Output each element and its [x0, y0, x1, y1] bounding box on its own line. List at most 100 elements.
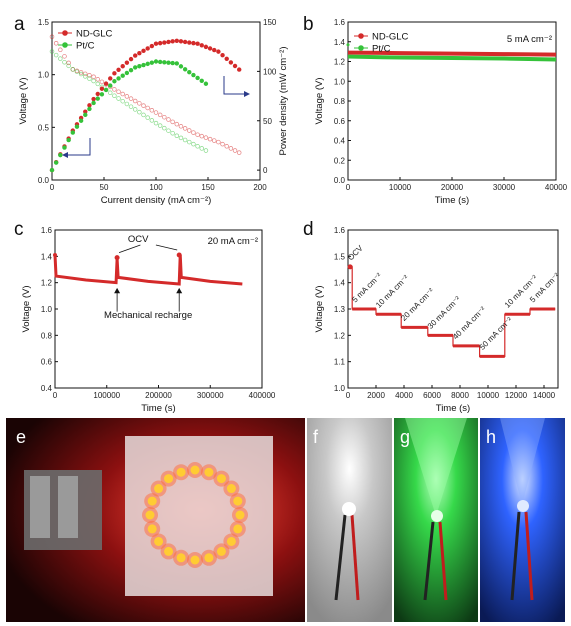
- panel-label-c: c: [14, 219, 24, 240]
- data-point: [120, 98, 125, 104]
- y-tick-label: 1.1: [334, 358, 346, 367]
- x-tick-label: 0: [346, 391, 351, 400]
- data-point: [108, 83, 113, 88]
- data-point: [182, 39, 188, 45]
- data-point: [224, 144, 229, 149]
- led: [226, 484, 236, 494]
- led: [216, 546, 226, 556]
- x-tick-label: 30000: [493, 183, 516, 192]
- data-point: [66, 137, 71, 143]
- data-point: [95, 81, 101, 87]
- chart-c: 0 100000 200000 300000 400000 0.4 0.6 0.8 1.0 1.2…: [21, 226, 276, 414]
- y-axis-label: Voltage (V): [314, 286, 325, 333]
- data-point: [153, 59, 159, 64]
- data-point: [182, 126, 188, 131]
- data-point: [70, 130, 76, 135]
- x-tick-label: 300000: [197, 391, 224, 400]
- x-tick-label: 200000: [145, 391, 172, 400]
- data-point: [66, 63, 71, 69]
- data-point: [95, 77, 101, 82]
- legend-marker: [62, 30, 68, 36]
- data-point: [99, 86, 105, 91]
- data-point: [107, 90, 113, 96]
- data-point: [53, 52, 59, 58]
- legend-marker: [358, 33, 364, 39]
- data-point: [170, 119, 175, 125]
- x-tick-label: 50: [100, 183, 109, 192]
- led: [164, 474, 174, 484]
- data-point: [120, 73, 125, 78]
- step-label: 20 mA cm⁻²: [399, 286, 436, 323]
- y-tick-label: 1.0: [38, 71, 50, 80]
- right-axis-arrowhead: [244, 91, 250, 97]
- data-point: [145, 46, 150, 51]
- data-point: [112, 79, 117, 84]
- led: [204, 553, 214, 563]
- led: [154, 484, 164, 494]
- recharge-arrowhead: [176, 287, 183, 294]
- y-axis-label: Voltage (V): [314, 78, 325, 125]
- data-point: [232, 63, 238, 69]
- x-tick-label: 0: [53, 391, 58, 400]
- data-point: [132, 98, 138, 104]
- panel-label-b: b: [303, 14, 314, 35]
- data-point: [78, 71, 84, 77]
- y-tick-label: 0.4: [41, 384, 53, 393]
- data-point: [199, 133, 205, 139]
- y-axis-label: Voltage (V): [18, 78, 29, 125]
- y-tick-label: 1.5: [334, 252, 346, 261]
- data-point: [99, 79, 105, 85]
- data-point: [228, 146, 234, 151]
- data-point: [62, 54, 67, 59]
- plot-frame: [54, 229, 263, 389]
- x-axis-label: Current density (mA cm⁻²): [101, 195, 212, 206]
- x-tick-label: 0: [50, 183, 55, 192]
- data-point: [191, 72, 196, 78]
- data-point: [211, 138, 217, 143]
- data-point: [212, 47, 217, 53]
- panel-label-h: h: [486, 427, 496, 447]
- step-label: 30 mA cm⁻²: [426, 294, 463, 331]
- recharge-arrowhead: [114, 287, 121, 294]
- data-point: [145, 115, 150, 120]
- panel-label-g: g: [400, 427, 410, 447]
- x-tick-label: 100: [149, 183, 163, 192]
- data-point: [137, 109, 142, 115]
- data-point: [83, 74, 88, 79]
- data-point: [62, 145, 67, 150]
- data-point: [182, 67, 188, 72]
- data-point: [220, 53, 225, 58]
- led: [147, 496, 157, 506]
- data-point: [178, 39, 184, 44]
- x-tick-label: 20000: [441, 183, 464, 192]
- data-point: [174, 121, 180, 127]
- x-tick-label: 8000: [451, 391, 469, 400]
- data-point: [153, 41, 159, 46]
- data-point: [53, 253, 57, 258]
- data-point: [95, 91, 100, 97]
- y-axis-label: Voltage (V): [21, 286, 32, 333]
- y2-tick-label: 0: [263, 166, 268, 175]
- data-point: [162, 60, 167, 65]
- data-point: [103, 87, 109, 93]
- data-point: [91, 78, 96, 84]
- data-point: [99, 92, 105, 97]
- data-point: [103, 81, 109, 86]
- blue-led-photo: h: [480, 418, 565, 622]
- legend-label: Pt/C: [76, 41, 95, 52]
- x-tick-label: 0: [346, 183, 351, 192]
- step-label: 40 mA cm⁻²: [451, 305, 488, 342]
- x-axis-label: Time (s): [435, 195, 469, 206]
- x-axis-label: Time (s): [436, 403, 470, 414]
- led: [147, 524, 157, 534]
- data-point: [124, 70, 130, 76]
- data-point: [178, 124, 184, 129]
- data-point: [87, 73, 92, 78]
- data-point: [141, 48, 146, 54]
- data-point: [157, 59, 163, 65]
- data-point: [162, 40, 167, 45]
- data-point: [128, 67, 134, 73]
- x-tick-label: 12000: [505, 391, 528, 400]
- right-axis-arrow: [223, 76, 246, 95]
- x-tick-label: 14000: [533, 391, 556, 400]
